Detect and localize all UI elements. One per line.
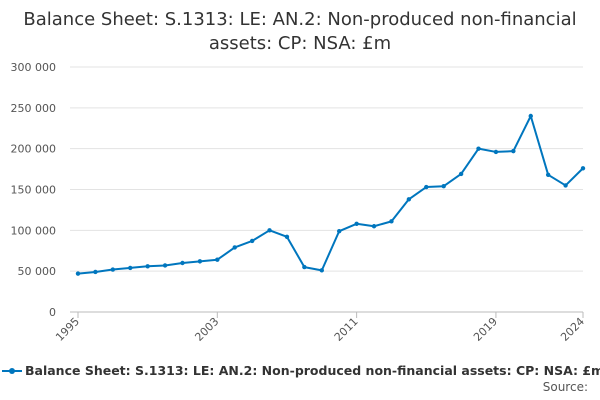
data-point[interactable] [563,183,568,188]
data-point[interactable] [267,228,272,233]
data-point[interactable] [458,171,464,177]
chart-title: Balance Sheet: S.1313: LE: AN.2: Non-pro… [23,9,577,54]
x-tick-label: 2003 [192,315,221,344]
data-point[interactable] [162,263,168,268]
data-point[interactable] [302,264,307,270]
data-point[interactable] [145,264,150,269]
x-axis: 1995 2003 2011 2019 2024 [53,312,587,344]
y-tick-label: 200 000 [11,143,57,156]
data-point[interactable] [389,219,394,224]
data-point[interactable] [371,224,377,229]
legend-label: Balance Sheet: S.1313: LE: AN.2: Non-pro… [25,363,600,378]
data-point[interactable] [93,269,98,275]
series-group [75,113,586,276]
x-tick-label: 2011 [332,315,361,344]
data-point[interactable] [337,228,342,234]
data-point[interactable] [249,238,255,244]
y-tick-label: 250 000 [11,102,57,115]
data-point[interactable] [75,271,81,276]
x-tick-label: 2019 [471,315,500,344]
source-note: Source: [542,380,588,394]
y-tick-label: 300 000 [11,61,57,74]
x-tick-label: 1995 [53,315,82,344]
data-point[interactable] [180,260,185,266]
y-tick-label: 0 [49,306,56,319]
data-point[interactable] [580,166,586,171]
data-point[interactable] [197,259,203,264]
data-point[interactable] [545,172,551,177]
data-point[interactable] [215,257,220,262]
data-point[interactable] [284,234,290,240]
data-point[interactable] [528,113,533,119]
y-tick-label: 150 000 [11,184,57,197]
data-point[interactable] [493,149,499,155]
legend-swatch [2,365,22,377]
data-point[interactable] [441,184,446,189]
series-line [77,115,584,275]
data-point[interactable] [110,267,116,272]
data-point[interactable] [232,245,237,250]
data-point[interactable] [476,146,481,151]
x-tick-label: 2024 [558,315,587,344]
legend[interactable]: Balance Sheet: S.1313: LE: AN.2: Non-pro… [2,363,600,378]
data-point[interactable] [424,184,429,190]
y-tick-label: 100 000 [11,224,57,237]
gridlines [70,66,583,313]
data-point[interactable] [406,197,412,202]
data-point[interactable] [511,148,516,154]
data-point[interactable] [354,221,359,226]
y-tick-label: 50 000 [18,265,57,278]
y-axis-ticks: 0 50 000 100 000 150 000 200 000 250 000 300 0… [11,61,57,319]
data-point[interactable] [319,268,324,273]
data-point[interactable] [128,265,133,271]
